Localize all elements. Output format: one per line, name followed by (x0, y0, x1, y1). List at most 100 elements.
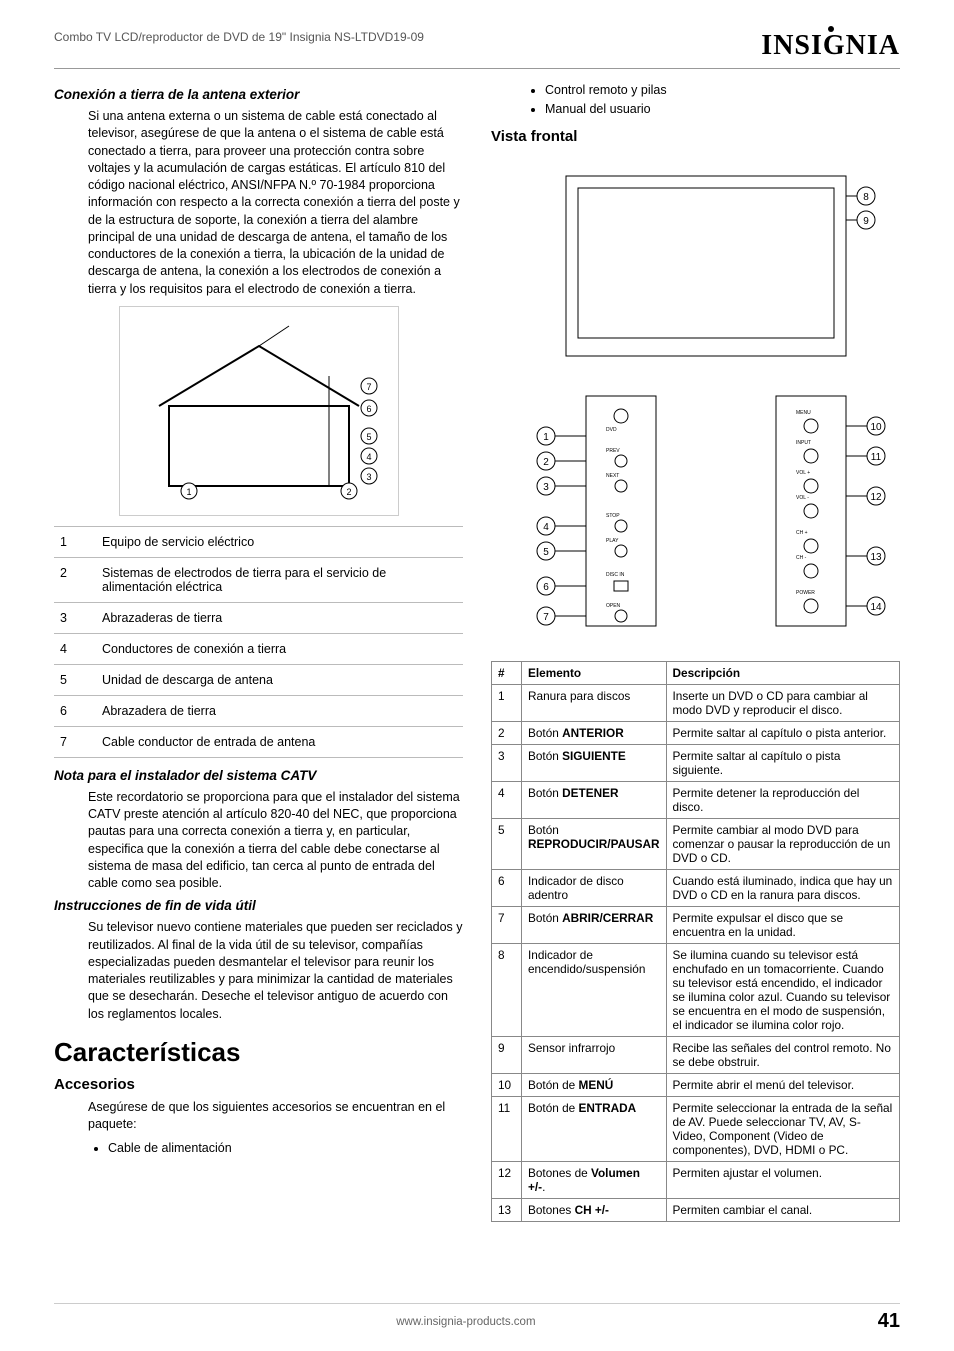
grounding-table: 1Equipo de servicio eléctrico2Sistemas d… (54, 526, 463, 758)
svg-text:11: 11 (870, 452, 881, 463)
table-row: 9Sensor infrarrojoRecibe las señales del… (492, 1036, 900, 1073)
table-row: 12Botones de Volumen +/-.Permiten ajusta… (492, 1161, 900, 1198)
cell-desc: Cable conductor de entrada de antena (96, 726, 463, 757)
cell-num: 13 (492, 1198, 522, 1221)
accesorios-list-right: Control remoto y pilasManual del usuario (545, 81, 900, 120)
cell-desc: Permite detener la reproducción del disc… (666, 781, 899, 818)
cell-num: 6 (492, 869, 522, 906)
table-row: 11Botón de ENTRADAPermite seleccionar la… (492, 1096, 900, 1161)
svg-text:4: 4 (366, 452, 371, 462)
list-item: Manual del usuario (545, 100, 900, 119)
svg-text:2: 2 (346, 487, 351, 497)
svg-text:5: 5 (366, 432, 371, 442)
cell-elem: Botón ABRIR/CERRAR (522, 906, 667, 943)
table-row: 10Botón de MENÚPermite abrir el menú del… (492, 1073, 900, 1096)
right-column: Control remoto y pilasManual del usuario… (491, 81, 900, 1222)
col-header: Descripción (666, 661, 899, 684)
svg-text:7: 7 (543, 612, 549, 623)
cell-desc: Permite cambiar al modo DVD para comenza… (666, 818, 899, 869)
svg-text:14: 14 (870, 602, 882, 613)
page-number: 41 (878, 1310, 900, 1333)
table-row: 7Botón ABRIR/CERRARPermite expulsar el d… (492, 906, 900, 943)
cell-num: 5 (54, 664, 96, 695)
front-view-table: #ElementoDescripción 1Ranura para discos… (491, 661, 900, 1222)
cell-num: 1 (492, 684, 522, 721)
cell-elem: Sensor infrarrojo (522, 1036, 667, 1073)
cell-num: 7 (54, 726, 96, 757)
table-row: 2Botón ANTERIORPermite saltar al capítul… (492, 721, 900, 744)
content-columns: Conexión a tierra de la antena exterior … (54, 81, 900, 1222)
svg-text:POWER: POWER (796, 590, 815, 596)
cell-num: 3 (54, 602, 96, 633)
svg-text:VOL +: VOL + (796, 470, 810, 476)
cell-desc: Cuando está iluminado, indica que hay un… (666, 869, 899, 906)
cell-elem: Botones de Volumen +/-. (522, 1161, 667, 1198)
svg-text:MENU: MENU (796, 410, 811, 416)
cell-desc: Permite abrir el menú del televisor. (666, 1073, 899, 1096)
para-catv: Este recordatorio se proporciona para qu… (88, 789, 463, 893)
cell-desc: Permiten ajustar el volumen. (666, 1161, 899, 1198)
cell-elem: Botón SIGUIENTE (522, 744, 667, 781)
cell-elem: Ranura para discos (522, 684, 667, 721)
col-header: # (492, 661, 522, 684)
svg-text:OPEN: OPEN (606, 603, 621, 609)
svg-text:CH +: CH + (796, 530, 808, 536)
cell-desc: Permite seleccionar la entrada de la señ… (666, 1096, 899, 1161)
brand-logo: INSIGNIA (761, 30, 900, 62)
cell-desc: Recibe las señales del control remoto. N… (666, 1036, 899, 1073)
cell-num: 5 (492, 818, 522, 869)
cell-num: 12 (492, 1161, 522, 1198)
svg-text:1: 1 (186, 487, 191, 497)
house-diagram-svg: 7 6 5 4 3 1 2 (129, 316, 389, 506)
cell-num: 3 (492, 744, 522, 781)
list-item: Control remoto y pilas (545, 81, 900, 100)
svg-text:4: 4 (543, 522, 549, 533)
cell-num: 10 (492, 1073, 522, 1096)
svg-text:INPUT: INPUT (796, 440, 811, 446)
left-column: Conexión a tierra de la antena exterior … (54, 81, 463, 1222)
svg-text:DVD: DVD (606, 427, 617, 433)
table-row: 7Cable conductor de entrada de antena (54, 726, 463, 757)
svg-text:STOP: STOP (606, 513, 620, 519)
svg-text:3: 3 (543, 482, 549, 493)
heading-vista-frontal: Vista frontal (491, 128, 900, 145)
cell-elem: Botón de MENÚ (522, 1073, 667, 1096)
cell-desc: Inserte un DVD o CD para cambiar al modo… (666, 684, 899, 721)
cell-desc: Equipo de servicio eléctrico (96, 526, 463, 557)
cell-desc: Abrazaderas de tierra (96, 602, 463, 633)
table-row: 3Abrazaderas de tierra (54, 602, 463, 633)
svg-text:CH -: CH - (796, 555, 807, 561)
cell-num: 9 (492, 1036, 522, 1073)
cell-num: 6 (54, 695, 96, 726)
heading-accesorios: Accesorios (54, 1076, 463, 1093)
heading-caracteristicas: Características (54, 1037, 463, 1068)
cell-desc: Conductores de conexión a tierra (96, 633, 463, 664)
page-header: Combo TV LCD/reproductor de DVD de 19" I… (54, 30, 900, 69)
svg-text:12: 12 (870, 492, 882, 503)
table-row: 13Botones CH +/-Permiten cambiar el cana… (492, 1198, 900, 1221)
cell-desc: Sistemas de electrodos de tierra para el… (96, 557, 463, 602)
svg-text:6: 6 (543, 582, 549, 593)
cell-desc: Se ilumina cuando su televisor está ench… (666, 943, 899, 1036)
table-row: 1Ranura para discosInserte un DVD o CD p… (492, 684, 900, 721)
heading-eol: Instrucciones de fin de vida útil (54, 898, 463, 913)
col-header: Elemento (522, 661, 667, 684)
table-row: 4Conductores de conexión a tierra (54, 633, 463, 664)
table-row: 4Botón DETENERPermite detener la reprodu… (492, 781, 900, 818)
accesorios-list-left: Cable de alimentación (108, 1139, 463, 1158)
svg-text:13: 13 (870, 552, 882, 563)
cell-num: 4 (54, 633, 96, 664)
cell-num: 4 (492, 781, 522, 818)
svg-text:NEXT: NEXT (606, 473, 619, 479)
tv-svg: 8 9 1 2 3 4 5 6 7 10 (496, 156, 896, 656)
cell-elem: Botones CH +/- (522, 1198, 667, 1221)
heading-antenna: Conexión a tierra de la antena exterior (54, 87, 463, 102)
para-accesorios: Asegúrese de que los siguientes accesori… (88, 1099, 463, 1134)
table-row: 5Botón REPRODUCIR/PAUSARPermite cambiar … (492, 818, 900, 869)
svg-text:DISC IN: DISC IN (606, 572, 625, 578)
heading-catv: Nota para el instalador del sistema CATV (54, 768, 463, 783)
svg-text:1: 1 (543, 432, 549, 443)
table-row: 6Indicador de disco adentroCuando está i… (492, 869, 900, 906)
cell-elem: Indicador de disco adentro (522, 869, 667, 906)
table-row: 3Botón SIGUIENTEPermite saltar al capítu… (492, 744, 900, 781)
